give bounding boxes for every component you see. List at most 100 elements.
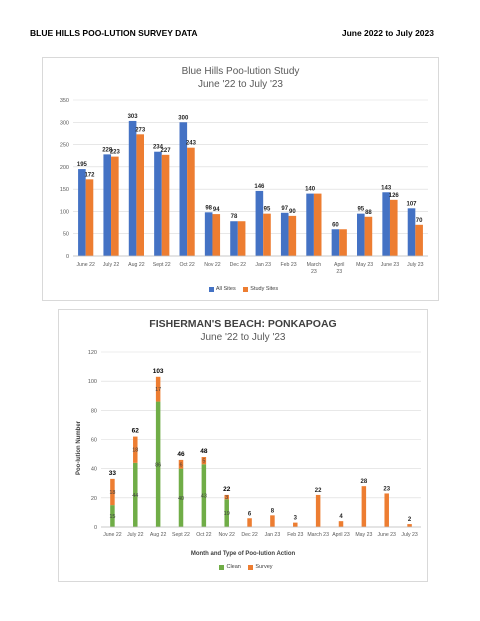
data-label: 6 bbox=[248, 511, 252, 517]
data-label: 5 bbox=[202, 459, 205, 465]
y-tick-label: 40 bbox=[91, 467, 97, 473]
bar-all-sites bbox=[382, 192, 390, 256]
legend-label-study-sites: Study Sites bbox=[250, 286, 279, 292]
legend-swatch-all-sites bbox=[208, 286, 214, 292]
bar-all-sites bbox=[357, 213, 365, 256]
bar-segment-survey bbox=[247, 518, 252, 527]
y-tick-label: 0 bbox=[94, 525, 97, 531]
data-label: 95 bbox=[264, 207, 271, 213]
y-tick-label: 300 bbox=[60, 120, 69, 126]
y-tick-label: 50 bbox=[63, 232, 69, 238]
y-tick-label: 80 bbox=[91, 408, 97, 414]
data-label: 4 bbox=[339, 514, 343, 520]
fishermans-beach-chart: 0 20 40 60 80 100 120 June 22 July 22 Aug 22 Sept … bbox=[58, 309, 428, 582]
data-label: 22 bbox=[315, 488, 322, 494]
data-label: 18 bbox=[132, 448, 138, 454]
bar-all-sites bbox=[280, 212, 289, 256]
data-label: 98 bbox=[205, 205, 212, 211]
x-axis-title: Month and Type of Poo-lution Action bbox=[190, 551, 296, 557]
data-label: 273 bbox=[135, 127, 146, 133]
x-tick-label: Jan 23 bbox=[265, 532, 281, 538]
data-label: 126 bbox=[389, 193, 400, 199]
blue-hills-study-plot: 0 50 100 150 200 250 300 350 June 22 July 22 Aug 2… bbox=[60, 98, 428, 275]
data-label: 3 bbox=[225, 495, 228, 501]
chart-legend: Clean Survey bbox=[59, 564, 427, 570]
bar-segment-clean bbox=[201, 464, 207, 527]
x-tick-label: March bbox=[307, 262, 322, 268]
bar-all-sites bbox=[128, 120, 137, 256]
bar-segment-survey bbox=[110, 478, 115, 506]
blue-hills-study-chart: 0 50 100 150 200 250 300 350 June 22 July 22 Aug 2… bbox=[42, 57, 439, 301]
bar-segment-clean bbox=[178, 468, 184, 527]
data-label: 143 bbox=[381, 185, 392, 191]
x-tick-label: May 23 bbox=[356, 262, 373, 268]
data-label: 97 bbox=[281, 206, 288, 212]
data-label: 227 bbox=[161, 148, 172, 154]
bar-study-sites bbox=[339, 229, 347, 256]
data-label: 43 bbox=[201, 494, 207, 500]
bar-all-sites bbox=[407, 208, 416, 256]
bar-segment-clean bbox=[155, 401, 161, 527]
bar-all-sites bbox=[154, 151, 162, 256]
bar-segment-survey bbox=[338, 521, 344, 527]
data-label: 23 bbox=[383, 486, 390, 492]
x-tick-label: Aug 22 bbox=[150, 532, 167, 538]
legend-swatch-survey bbox=[248, 564, 254, 570]
data-label: 107 bbox=[407, 201, 418, 207]
legend-swatch-clean bbox=[219, 564, 225, 570]
bar-all-sites bbox=[103, 154, 112, 256]
x-tick-label: Feb 23 bbox=[287, 532, 303, 538]
fishermans-beach-plot: 0 20 40 60 80 100 120 June 22 July 22 Aug 22 Sept … bbox=[88, 350, 421, 538]
bar-segment-survey bbox=[133, 436, 138, 463]
data-label: 46 bbox=[177, 451, 185, 458]
bar-all-sites bbox=[255, 190, 264, 256]
x-tick-label: Oct 22 bbox=[179, 262, 194, 268]
data-label: 172 bbox=[84, 172, 95, 178]
data-label: 88 bbox=[365, 210, 372, 216]
chart-subtitle: June '22 to July '23 bbox=[198, 79, 283, 90]
x-tick-label: Nov 22 bbox=[204, 262, 221, 268]
data-label: 60 bbox=[332, 222, 339, 228]
data-label: 15 bbox=[109, 514, 115, 520]
x-tick-label: March 23 bbox=[307, 532, 329, 538]
data-label: 70 bbox=[416, 218, 423, 224]
bar-segment-survey bbox=[361, 486, 367, 527]
y-axis-title: Poo-lution Number bbox=[76, 421, 82, 475]
x-tick-label: June 22 bbox=[76, 262, 95, 268]
bar-segment-survey bbox=[293, 522, 298, 527]
x-tick-label: July 23 bbox=[407, 262, 424, 268]
data-label: 303 bbox=[128, 114, 139, 120]
data-label: 243 bbox=[186, 141, 197, 147]
legend-label-survey: Survey bbox=[255, 564, 273, 570]
bar-study-sites bbox=[212, 214, 221, 256]
x-tick-label: June 23 bbox=[377, 532, 396, 538]
bar-study-sites bbox=[187, 147, 195, 256]
data-label: 62 bbox=[132, 428, 140, 435]
data-label: 44 bbox=[132, 493, 138, 499]
data-label: 3 bbox=[294, 516, 298, 522]
data-label: 94 bbox=[213, 207, 220, 213]
bar-segment-clean bbox=[110, 505, 115, 527]
data-label: 22 bbox=[223, 486, 231, 493]
x-tick-label: July 22 bbox=[127, 532, 144, 538]
legend-label-clean: Clean bbox=[226, 564, 241, 570]
chart-subtitle: June '22 to July '23 bbox=[200, 332, 286, 343]
data-label: 223 bbox=[110, 150, 121, 156]
legend-label-all-sites: All Sites bbox=[215, 286, 236, 292]
bar-segment-survey bbox=[407, 524, 412, 527]
x-tick-label: Dec 22 bbox=[241, 532, 258, 538]
page-header-date-range: June 2022 to July 2023 bbox=[341, 28, 434, 38]
y-tick-label: 120 bbox=[88, 350, 97, 356]
data-label: 2 bbox=[408, 517, 412, 523]
data-label: 17 bbox=[155, 387, 161, 393]
data-label: 86 bbox=[155, 462, 161, 468]
bar-all-sites bbox=[204, 212, 213, 256]
data-label: 8 bbox=[271, 508, 275, 514]
bar-study-sites bbox=[415, 224, 423, 256]
bar-study-sites bbox=[161, 154, 170, 256]
x-tick-label: Nov 22 bbox=[218, 532, 235, 538]
bar-all-sites bbox=[331, 229, 340, 256]
bar-all-sites bbox=[306, 193, 314, 256]
x-tick-label: Jan 23 bbox=[255, 262, 271, 268]
data-label: 146 bbox=[254, 184, 265, 190]
